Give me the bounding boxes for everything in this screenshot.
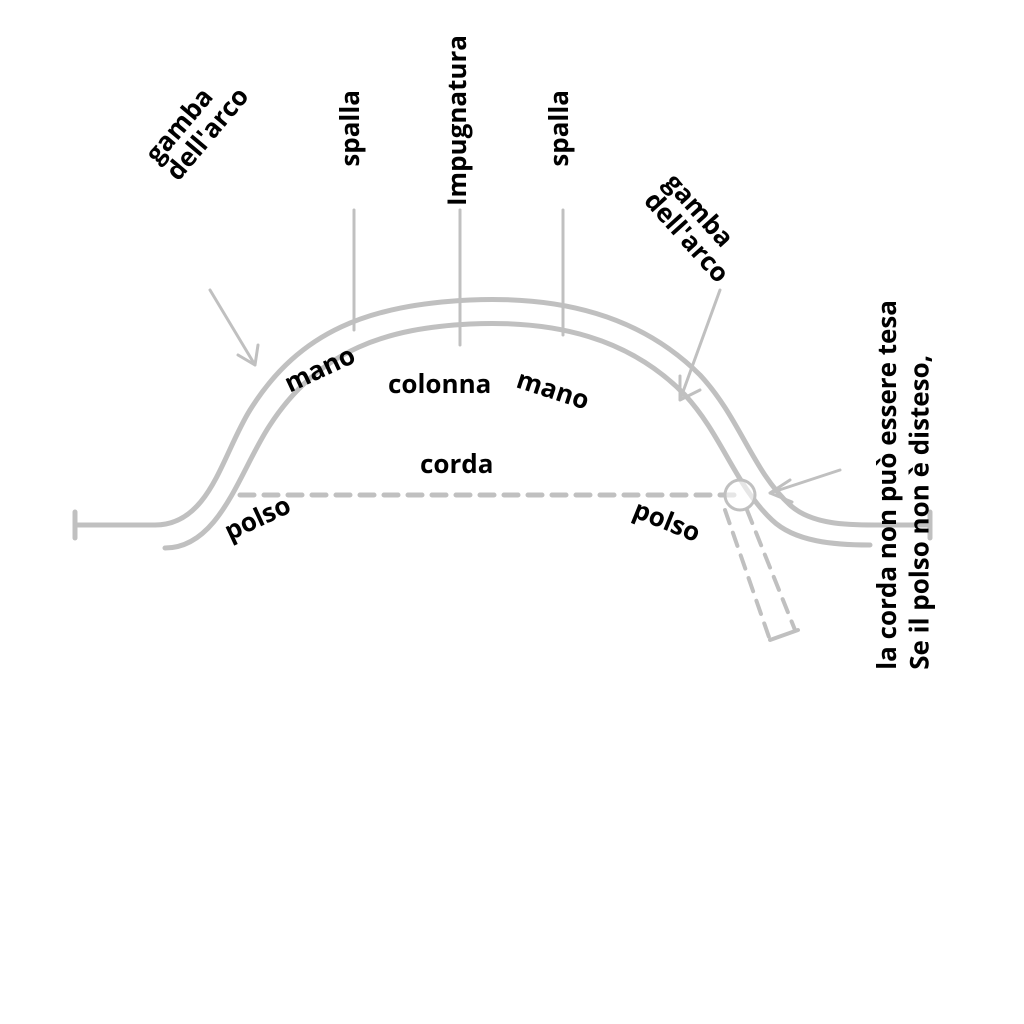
diagram-stage: { "canvas": { "width": 1024, "height": 1… <box>0 0 1024 1024</box>
label-impugnatura: Impugnatura <box>443 35 470 206</box>
label-spalla-right: spalla <box>545 90 572 167</box>
label-colonna: colonna <box>388 370 491 397</box>
side-note: la corda non può essere tesa Se il polso… <box>870 300 935 670</box>
label-spalla-left: spalla <box>336 90 363 167</box>
label-corda: corda <box>420 450 493 477</box>
